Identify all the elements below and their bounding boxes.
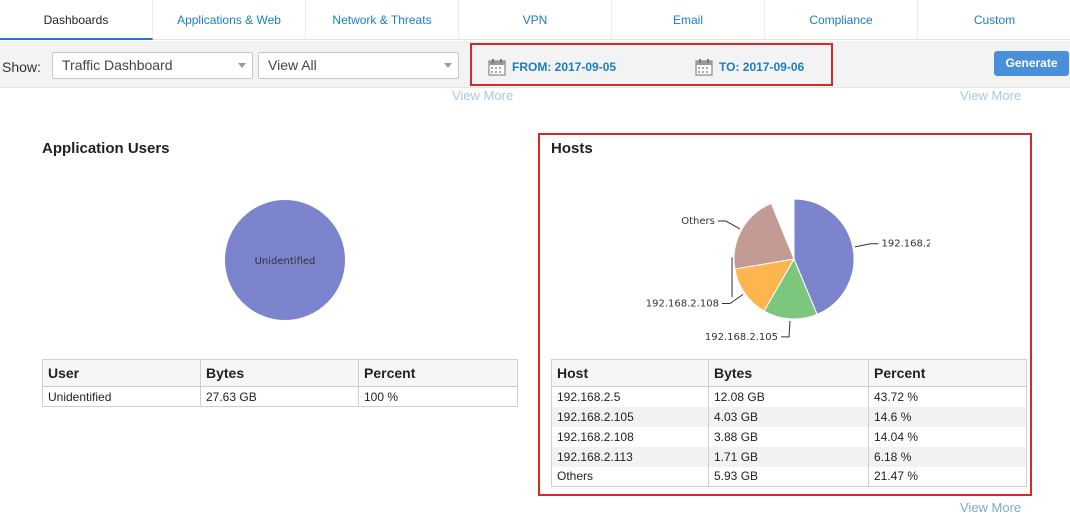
table-row: Others 5.93 GB 21.47 % <box>551 466 1027 487</box>
chevron-down-icon <box>444 63 452 68</box>
percent-cell: 43.72 % <box>868 386 1027 407</box>
table-row: 192.168.2.113 1.71 GB 6.18 % <box>551 446 1027 467</box>
pie-leader-line <box>781 320 791 338</box>
calendar-icon <box>488 59 506 76</box>
view-more-link[interactable]: View More <box>960 88 1022 103</box>
bytes-cell: 27.63 GB <box>200 386 359 407</box>
tab-applications-web[interactable]: Applications & Web <box>153 0 306 40</box>
column-header: Percent <box>358 359 518 387</box>
table-row: 192.168.2.5 12.08 GB 43.72 % <box>551 386 1027 407</box>
calendar-icon <box>695 59 713 76</box>
view-select-value: View All <box>268 57 317 73</box>
view-more-link[interactable]: View More <box>452 88 514 103</box>
generate-button[interactable]: Generate <box>994 51 1069 76</box>
to-date-label: TO: 2017-09-06 <box>719 60 805 74</box>
tab-custom[interactable]: Custom <box>973 13 1016 27</box>
host-cell: Others <box>551 466 709 487</box>
percent-cell: 21.47 % <box>868 466 1027 487</box>
pie-slice-192-168-2-108[interactable] <box>734 258 795 312</box>
percent-cell: 6.18 % <box>868 446 1027 467</box>
host-cell: 192.168.2.5 <box>551 386 709 407</box>
tab-network-threats[interactable]: Network & Threats <box>306 0 459 40</box>
to-date-picker[interactable]: TO: 2017-09-06 <box>695 58 804 76</box>
column-header: Bytes <box>708 359 869 387</box>
pie-label-unidentified: Unidentified <box>255 256 316 267</box>
hosts-panel <box>538 133 1032 496</box>
table-header-row: Host Bytes Percent <box>551 359 1027 387</box>
tab-email[interactable]: Email <box>612 0 765 40</box>
app-users-title: Application Users <box>42 140 170 157</box>
dashboard-select-value: Traffic Dashboard <box>62 57 173 73</box>
table-header-row: User Bytes Percent <box>42 359 518 387</box>
bytes-cell: 3.88 GB <box>708 426 869 447</box>
table-row: 192.168.2.105 4.03 GB 14.6 % <box>551 406 1027 427</box>
percent-cell: 14.6 % <box>868 406 1027 427</box>
column-header: Percent <box>868 359 1027 387</box>
show-label: Show: <box>2 59 41 75</box>
pie-slice-192-168-2-5[interactable] <box>793 198 855 316</box>
tab-vpn[interactable]: VPN <box>459 0 612 40</box>
percent-cell: 100 % <box>358 386 518 407</box>
table-row: Unidentified 27.63 GB 100 % <box>42 386 518 407</box>
bytes-cell: 4.03 GB <box>708 406 869 427</box>
hosts-table: Host Bytes Percent 192.168.2.5 12.08 GB … <box>551 359 1027 487</box>
percent-cell: 14.04 % <box>868 426 1027 447</box>
column-header: Bytes <box>200 359 359 387</box>
host-cell: 192.168.2.105 <box>551 406 709 427</box>
pie-leader-line <box>721 293 744 305</box>
chevron-down-icon <box>238 63 246 68</box>
pie-leader-line <box>854 243 879 248</box>
host-cell: 192.168.2.113 <box>551 446 709 467</box>
user-cell: Unidentified <box>42 386 201 407</box>
from-date-picker[interactable]: FROM: 2017-09-05 <box>488 58 616 76</box>
table-row: 192.168.2.108 3.88 GB 14.04 % <box>551 426 1027 447</box>
pie-label-192-168-2-105: 192.168.2.105 <box>705 332 778 343</box>
pie-slice-others[interactable] <box>733 202 795 270</box>
host-cell: 192.168.2.108 <box>551 426 709 447</box>
from-date-label: FROM: 2017-09-05 <box>512 60 617 74</box>
column-header: User <box>42 359 201 387</box>
tab-compliance[interactable]: Compliance <box>765 0 918 40</box>
tab-dashboards[interactable]: Dashboards <box>0 0 153 40</box>
hosts-title: Hosts <box>551 140 593 157</box>
view-more-link[interactable]: View More <box>960 500 1022 515</box>
dashboard-tabs: Dashboards Applications & Web Network & … <box>0 0 1070 40</box>
pie-slice-unidentified[interactable] <box>225 200 345 320</box>
bytes-cell: 5.93 GB <box>708 466 869 487</box>
pie-label-others: Others <box>681 216 715 227</box>
view-select[interactable]: View All <box>258 52 459 79</box>
pie-slice-192-168-2-105[interactable] <box>763 257 818 320</box>
date-range-box: FROM: 2017-09-05 TO: 2017-09-06 <box>470 43 833 86</box>
app-users-pie-chart: Unidentified <box>225 200 345 320</box>
pie-label-192-168-2-108: 192.168.2.108 <box>646 299 719 310</box>
pie-leader-line <box>717 220 741 230</box>
app-users-table: User Bytes Percent Unidentified 27.63 GB… <box>42 359 518 407</box>
dashboard-select[interactable]: Traffic Dashboard <box>52 52 253 79</box>
hosts-pie-chart: 192.168.2.5 192.168.2.105 192.168.2.108 Oth… <box>646 198 930 343</box>
pie-label-192-168-2-5: 192.168.2.5 <box>881 239 930 250</box>
bytes-cell: 1.71 GB <box>708 446 869 467</box>
column-header: Host <box>551 359 709 387</box>
bytes-cell: 12.08 GB <box>708 386 869 407</box>
